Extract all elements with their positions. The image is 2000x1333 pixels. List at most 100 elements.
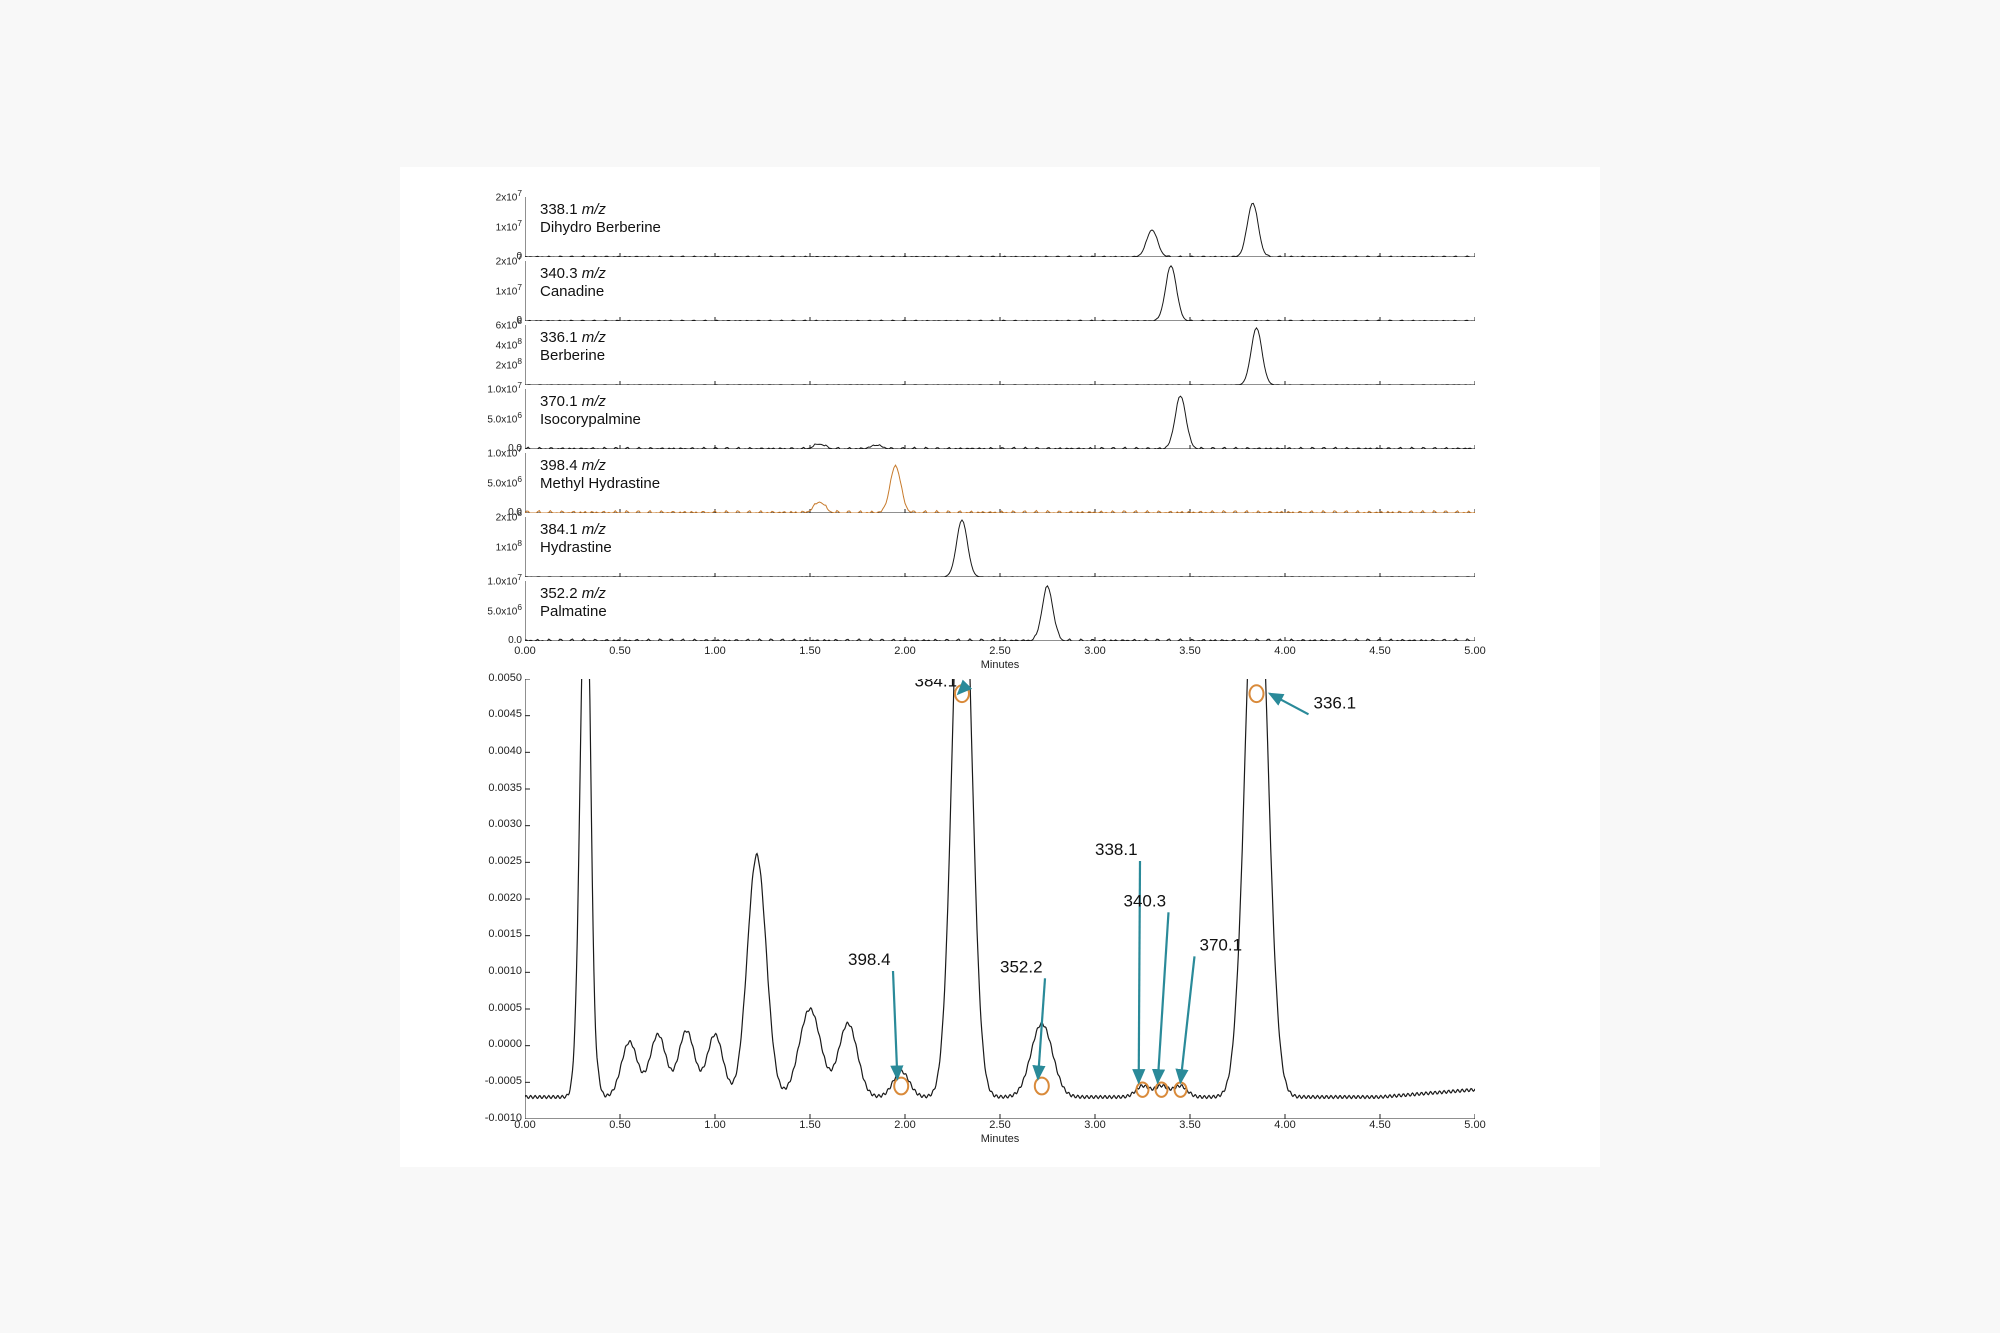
bottom-x-axis: Minutes 0.000.501.001.502.002.503.003.50… <box>525 1119 1475 1149</box>
annotation-label: 338.1 <box>1095 840 1138 859</box>
y-tick: 0.0035 <box>488 783 522 794</box>
panel-label: 340.3 m/zCanadine <box>540 265 606 303</box>
y-tick: 0.0050 <box>488 673 522 684</box>
y-tick: 1x107 <box>496 283 522 297</box>
y-ticks: 0.05.0x1061.0x107 <box>440 389 522 449</box>
x-tick: 4.50 <box>1369 1119 1390 1131</box>
eic-panel-methyl-hydrastine: 0.05.0x1061.0x107398.4 m/zMethyl Hydrast… <box>440 453 1560 513</box>
chromatogram-trace <box>525 265 1475 320</box>
annotation-arrow <box>1038 978 1045 1078</box>
panel-label: 370.1 m/zIsocorypalmine <box>540 393 641 431</box>
x-tick: 3.00 <box>1084 645 1105 657</box>
trace-svg <box>525 581 1475 641</box>
x-tick: 1.50 <box>799 645 820 657</box>
eic-panel-palmatine: 0.05.0x1061.0x107 352.2 m/zPalmatine <box>440 581 1560 641</box>
y-ticks: 01x1072x107 <box>440 261 522 321</box>
compound-name: Isocorypalmine <box>540 411 641 428</box>
y-ticks: 0.05.0x1061.0x107 <box>440 581 522 641</box>
x-tick: 5.00 <box>1464 645 1485 657</box>
peak-circle <box>1156 1082 1168 1096</box>
x-tick: 0.50 <box>609 645 630 657</box>
annotation-arrow <box>1158 912 1169 1082</box>
y-tick: 0.0000 <box>488 1039 522 1050</box>
uv-trace-svg: 384.1336.1398.4352.2338.1340.3370.1 <box>525 679 1475 1119</box>
mz-unit: m/z <box>582 585 606 602</box>
x-tick: 5.00 <box>1464 1119 1485 1131</box>
peak-circle <box>1137 1082 1149 1096</box>
x-tick: 2.50 <box>989 1119 1010 1131</box>
trace-svg <box>525 197 1475 257</box>
chromatogram-trace <box>525 520 1475 577</box>
y-tick: 0.0020 <box>488 893 522 904</box>
y-tick: 4x108 <box>496 337 522 351</box>
top-x-axis: Minutes 0.000.501.001.502.002.503.003.50… <box>525 645 1475 675</box>
annotation-label: 370.1 <box>1200 935 1243 954</box>
x-tick: 1.00 <box>704 1119 725 1131</box>
y-tick: 2x108 <box>496 509 522 523</box>
compound-name: Hydrastine <box>540 539 612 556</box>
x-tick: 2.00 <box>894 1119 915 1131</box>
y-tick: 1.0x107 <box>487 573 522 587</box>
peak-circle <box>1035 1077 1049 1094</box>
uv-trace <box>525 679 1475 1099</box>
compound-name: Methyl Hydrastine <box>540 475 660 492</box>
annotation-arrow <box>1270 693 1309 714</box>
panel-label: 336.1 m/zBerberine <box>540 329 606 367</box>
mz-value: 336.1 <box>540 329 578 346</box>
chromatogram-trace <box>525 465 1475 513</box>
annotation-label: 336.1 <box>1314 693 1357 712</box>
mz-unit: m/z <box>582 393 606 410</box>
x-tick: 0.00 <box>514 1119 535 1131</box>
compound-name: Canadine <box>540 283 604 300</box>
y-tick: 6x108 <box>496 317 522 331</box>
trace-svg <box>525 261 1475 321</box>
y-tick: 0.0005 <box>488 1003 522 1014</box>
trace-svg <box>525 325 1475 385</box>
eic-panel-hydrastine: 1x1082x108384.1 m/zHydrastine <box>440 517 1560 577</box>
y-tick: 0.0040 <box>488 746 522 757</box>
annotation-label: 340.3 <box>1124 891 1167 910</box>
compound-name: Palmatine <box>540 603 607 620</box>
mz-value: 398.4 <box>540 457 578 474</box>
eic-panel-berberine: 2x1084x1086x108 336.1 m/zBerberine <box>440 325 1560 385</box>
mz-value: 352.2 <box>540 585 578 602</box>
mz-unit: m/z <box>582 201 606 218</box>
mz-value: 340.3 <box>540 265 578 282</box>
y-tick: 0.0025 <box>488 856 522 867</box>
annotation-arrow <box>893 971 897 1079</box>
mz-unit: m/z <box>582 329 606 346</box>
peak-circle <box>955 685 969 702</box>
uv-panel: -0.0010-0.00050.00000.00050.00100.00150.… <box>440 679 1560 1149</box>
compound-name: Berberine <box>540 347 605 364</box>
bottom-x-axis-label: Minutes <box>981 1133 1020 1145</box>
x-tick: 3.00 <box>1084 1119 1105 1131</box>
x-tick: 2.50 <box>989 645 1010 657</box>
x-tick: 2.00 <box>894 645 915 657</box>
compound-name: Dihydro Berberine <box>540 219 661 236</box>
trace-svg <box>525 389 1475 449</box>
trace-svg <box>525 517 1475 577</box>
x-tick: 1.00 <box>704 645 725 657</box>
mz-unit: m/z <box>582 457 606 474</box>
chromatogram-trace <box>525 327 1475 384</box>
y-tick: 0.0045 <box>488 709 522 720</box>
y-tick: 0.0015 <box>488 929 522 940</box>
eic-panel-dihydro-berberine: 01x1072x107338.1 m/zDihydro Berberine <box>440 197 1560 257</box>
y-tick: 1.0x107 <box>487 381 522 395</box>
top-x-axis-label: Minutes <box>981 659 1020 671</box>
peak-circle <box>894 1077 908 1094</box>
x-tick: 4.00 <box>1274 1119 1295 1131</box>
x-tick: 4.50 <box>1369 645 1390 657</box>
eic-panels: 01x1072x107338.1 m/zDihydro Berberine01x… <box>440 197 1560 641</box>
mz-unit: m/z <box>582 265 606 282</box>
y-tick: 2x107 <box>496 253 522 267</box>
y-tick: 0.0010 <box>488 966 522 977</box>
y-ticks: 2x1084x1086x108 <box>440 325 522 385</box>
y-tick: 5.0x106 <box>487 603 522 617</box>
x-tick: 1.50 <box>799 1119 820 1131</box>
eic-panel-canadine: 01x1072x107 340.3 m/zCanadine <box>440 261 1560 321</box>
peak-circle <box>1175 1082 1187 1096</box>
eic-panel-isocorypalmine: 0.05.0x1061.0x107 370.1 m/zIsocorypalmine <box>440 389 1560 449</box>
annotation-label: 398.4 <box>848 950 891 969</box>
y-tick: 2x107 <box>496 189 522 203</box>
